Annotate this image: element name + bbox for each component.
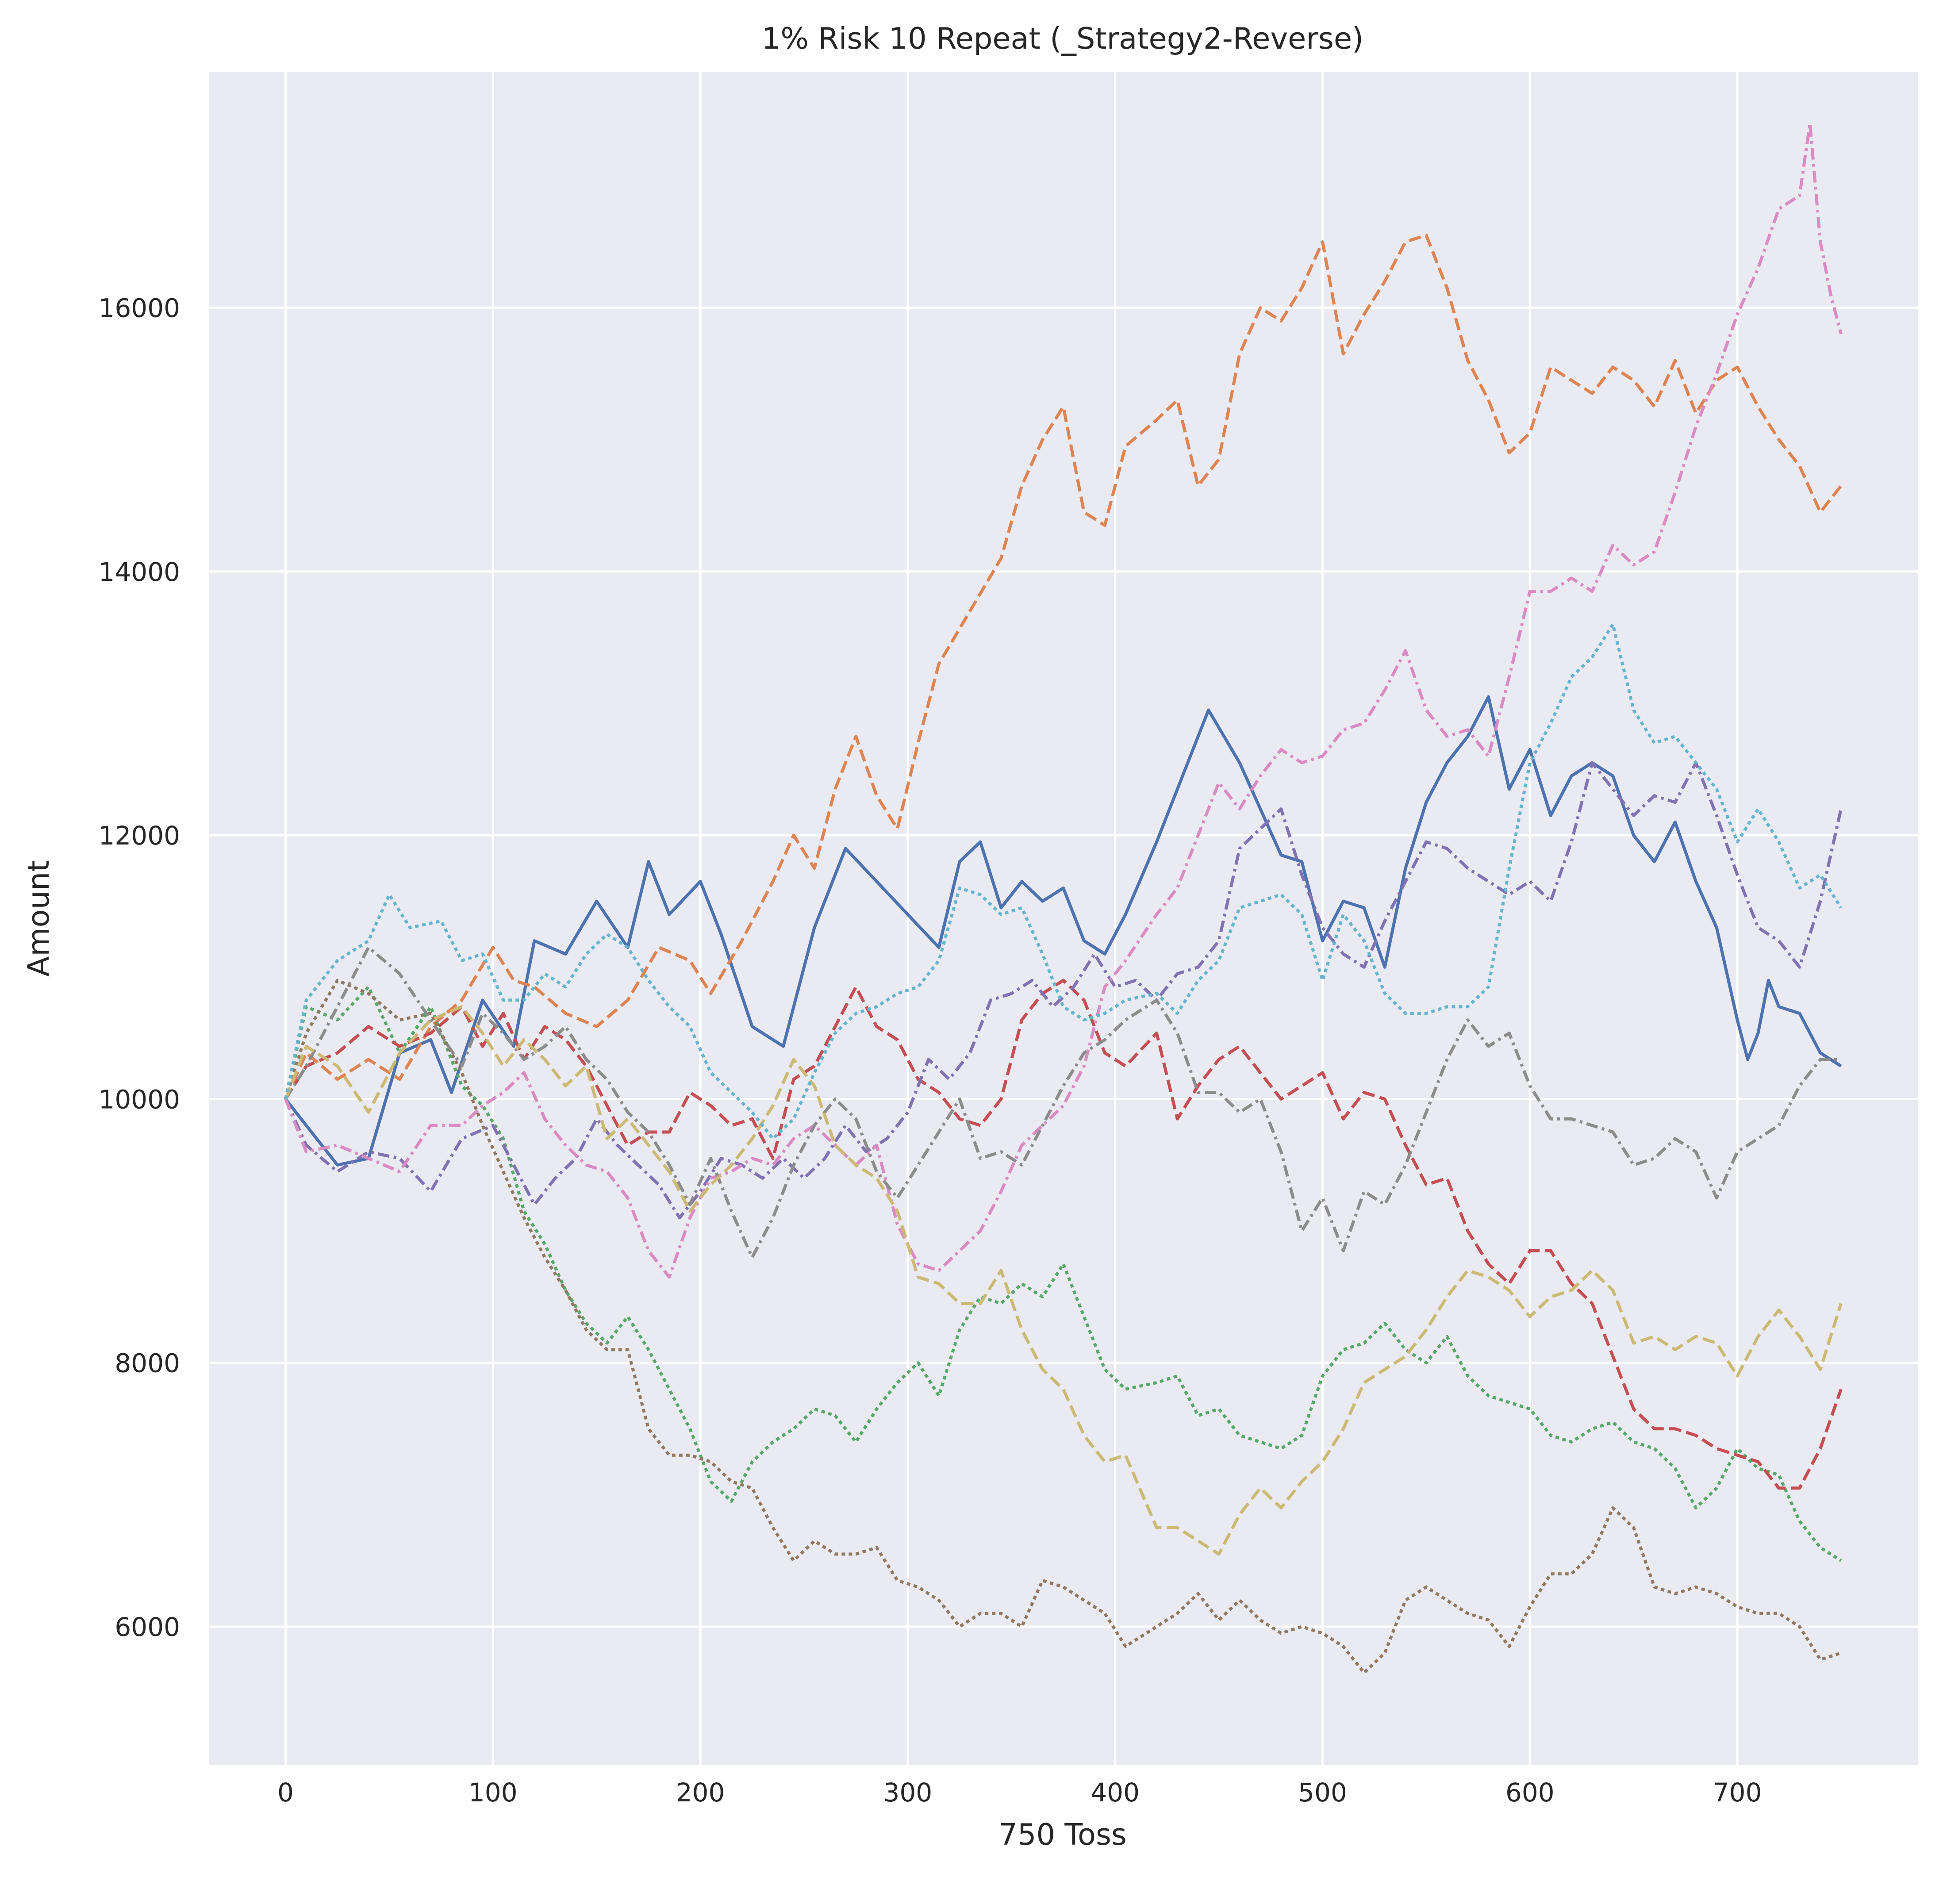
y-tick-label: 12000 xyxy=(98,821,180,851)
series-line-2 xyxy=(284,234,1843,1100)
x-tick-label: 200 xyxy=(676,1777,725,1808)
y-axis-ticks: 6000 8000 10000 12000 14000 16000 xyxy=(98,293,180,1642)
x-axis-label: 750 Toss xyxy=(998,1817,1127,1852)
x-tick-label: 700 xyxy=(1713,1777,1762,1808)
series-line-3 xyxy=(284,985,1842,1562)
x-tick-label: 0 xyxy=(277,1777,294,1808)
series-line-7 xyxy=(284,121,1843,1279)
series-line-8 xyxy=(284,946,1841,1259)
series-line-5 xyxy=(284,761,1843,1220)
y-tick-label: 8000 xyxy=(115,1348,180,1378)
y-axis-label: Amount xyxy=(21,860,56,976)
series-line-10 xyxy=(284,622,1843,1140)
y-tick-label: 16000 xyxy=(98,293,180,323)
series-line-4 xyxy=(284,979,1843,1490)
x-tick-label: 500 xyxy=(1298,1777,1347,1808)
series-lines xyxy=(284,121,1843,1674)
chart-title: 1% Risk 10 Repeat (_Strategy2-Reverse) xyxy=(762,21,1363,56)
x-tick-label: 400 xyxy=(1091,1777,1140,1808)
y-tick-label: 14000 xyxy=(98,557,180,587)
series-line-1 xyxy=(284,695,1842,1167)
x-tick-label: 600 xyxy=(1505,1777,1555,1808)
series-line-6 xyxy=(284,979,1842,1674)
y-tick-label: 6000 xyxy=(115,1612,180,1642)
gridlines xyxy=(209,72,1918,1765)
y-tick-label: 10000 xyxy=(98,1084,180,1114)
x-tick-label: 100 xyxy=(468,1777,518,1808)
x-axis-ticks: 0 100 200 300 400 500 600 700 xyxy=(277,1777,1762,1808)
plot-area xyxy=(209,72,1918,1765)
x-tick-label: 300 xyxy=(883,1777,933,1808)
